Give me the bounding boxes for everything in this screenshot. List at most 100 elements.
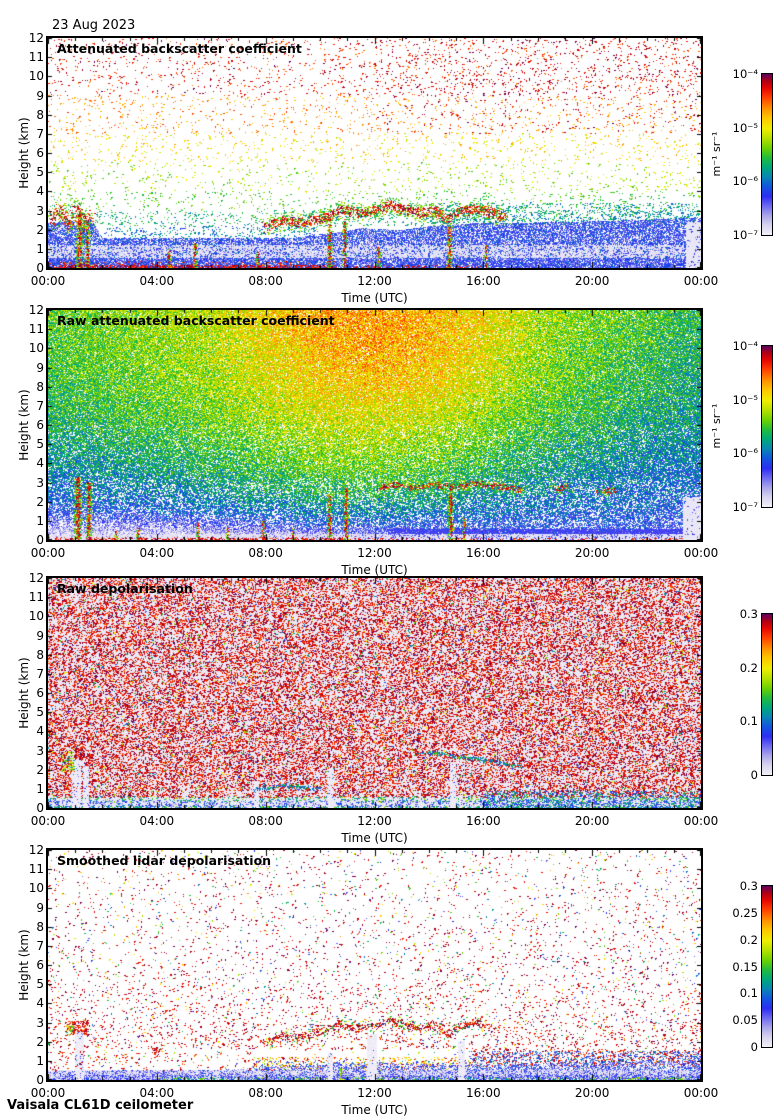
panel-4-ytick: 6 (36, 958, 44, 972)
panel-4-xtick: 16:00 (466, 1086, 501, 1100)
panel-2-colorbar-tick: 10⁻⁵ (732, 392, 758, 407)
panel-3-plot-frame (46, 576, 703, 810)
panel-3-ytick: 7 (36, 666, 44, 681)
panel-3-x-axis-label: Time (UTC) (341, 831, 408, 845)
panel-2-ytick: 8 (36, 379, 44, 394)
panel-3-ytick: 2 (36, 762, 44, 777)
panel-2-plot-frame (46, 308, 703, 542)
panel-4-colorbar (761, 885, 773, 1048)
panel-1-ytick: 8 (36, 107, 44, 122)
panel-4-ytick: 8 (36, 919, 44, 934)
panel-2-xtick: 20:00 (574, 546, 610, 560)
panel-4-y-axis-label: Height (km) (17, 929, 31, 1001)
panel-4-colorbar-tick: 0.2 (739, 932, 758, 947)
panel-4-xtick: 04:00 (139, 1086, 175, 1100)
panel-4-colorbar-tick: 0.1 (739, 986, 758, 1001)
panel-3-ytick: 0 (36, 801, 44, 815)
panel-2-xtick: 12:00 (357, 546, 392, 560)
panel-2-xtick: 00:00 (30, 546, 66, 560)
panel-1-xtick: 20:00 (574, 274, 610, 288)
panel-4-plot-frame (46, 848, 703, 1082)
panel-3-ytick: 9 (36, 628, 44, 643)
panel-2-ytick: 2 (36, 494, 44, 509)
panel-4-xtick: 08:00 (248, 1086, 283, 1100)
panel-4-xtick: 00:00 (683, 1086, 719, 1100)
panel-2-ytick: 1 (36, 513, 44, 528)
panel-2-xtick: 00:00 (683, 546, 719, 560)
panel-2-x-axis-label: Time (UTC) (341, 563, 408, 577)
panel-3-xtick: 08:00 (248, 814, 283, 828)
panel-3-ytick: 10 (28, 609, 44, 624)
panel-4-ytick: 1 (36, 1053, 44, 1068)
panel-3-xtick: 00:00 (30, 814, 66, 828)
panel-2-colorbar (761, 345, 773, 508)
panel-3-xtick: 20:00 (574, 814, 610, 828)
panel-2-y-axis-label: Height (km) (17, 389, 31, 461)
panel-4-ytick: 3 (36, 1015, 44, 1030)
panel-1-colorbar-tick: 10⁻⁴ (732, 67, 758, 81)
panel-1-colorbar-tick: 10⁻⁵ (732, 120, 758, 135)
panel-1-xtick: 04:00 (139, 274, 175, 288)
panel-4-ytick: 5 (36, 977, 44, 992)
panel-2-colorbar-unit: m⁻¹ sr⁻¹ (710, 403, 723, 448)
instrument-label: Vaisala CL61D ceilometer (7, 1098, 194, 1113)
panel-1-ytick: 10 (28, 69, 44, 84)
panel-3-ytick: 12 (28, 571, 44, 585)
panel-3-title: Raw depolarisation (57, 581, 193, 596)
panel-1-ytick: 6 (36, 146, 44, 160)
panel-1-colorbar-tick: 10⁻⁶ (732, 174, 758, 189)
panel-3-colorbar-tick: 0 (750, 768, 758, 782)
panel-4-ytick: 4 (36, 996, 44, 1011)
panel-4-ytick: 11 (28, 862, 44, 877)
panel-1-xtick: 00:00 (683, 274, 719, 288)
panel-4-colorbar-tick: 0.25 (732, 905, 758, 920)
panel-1-xtick: 08:00 (248, 274, 283, 288)
date-label: 23 Aug 2023 (52, 18, 136, 33)
panel-3-colorbar-tick: 0.3 (739, 607, 758, 621)
panel-3-colorbar-tick: 0.1 (739, 714, 758, 729)
panel-4-ytick: 12 (28, 843, 44, 857)
panel-2-xtick: 04:00 (139, 546, 175, 560)
panel-3-xtick: 00:00 (683, 814, 719, 828)
panel-4-ytick: 10 (28, 881, 44, 896)
panel-4-xtick: 20:00 (574, 1086, 610, 1100)
panel-2-colorbar-tick: 10⁻⁷ (732, 500, 758, 514)
panel-4-x-axis-label: Time (UTC) (341, 1103, 408, 1117)
panel-1-ytick: 7 (36, 126, 44, 141)
panel-1-ytick: 5 (36, 165, 44, 180)
panel-1-ytick: 4 (36, 184, 44, 199)
panel-1-xtick: 12:00 (357, 274, 392, 288)
panel-3-colorbar (761, 613, 773, 776)
panel-3-ytick: 5 (36, 705, 44, 720)
panel-2-ytick: 0 (36, 533, 44, 547)
panel-1-title: Attenuated backscatter coefficient (57, 41, 302, 56)
panel-1-plot-frame (46, 36, 703, 270)
panel-3-ytick: 8 (36, 647, 44, 662)
panel-2-ytick: 5 (36, 437, 44, 452)
panel-2-xtick: 16:00 (466, 546, 501, 560)
panel-1-ytick: 9 (36, 88, 44, 103)
panel-4-heatmap-canvas (48, 850, 701, 1080)
panel-1-ytick: 2 (36, 222, 44, 237)
panel-4-colorbar-tick: 0.3 (739, 879, 758, 893)
panel-4-ytick: 7 (36, 938, 44, 953)
panel-4-ytick: 0 (36, 1073, 44, 1087)
panel-4-xtick: 00:00 (30, 1086, 66, 1100)
panel-2-ytick: 7 (36, 398, 44, 413)
panel-4-title: Smoothed lidar depolarisation (57, 853, 272, 868)
panel-2-colorbar-tick: 10⁻⁴ (732, 339, 758, 353)
panel-1-xtick: 16:00 (466, 274, 501, 288)
panel-4-colorbar-tick: 0.05 (732, 1013, 758, 1028)
panel-2-ytick: 3 (36, 475, 44, 490)
panel-2-colorbar-tick: 10⁻⁶ (732, 446, 758, 461)
panel-2-ytick: 4 (36, 456, 44, 471)
panel-3-xtick: 12:00 (357, 814, 392, 828)
panel-3-ytick: 4 (36, 724, 44, 739)
panel-2-title: Raw attenuated backscatter coefficient (57, 313, 335, 328)
panel-3-xtick: 16:00 (466, 814, 501, 828)
panel-3-xtick: 04:00 (139, 814, 175, 828)
panel-3-colorbar-tick: 0.2 (739, 660, 758, 675)
panel-1-ytick: 11 (28, 50, 44, 65)
panel-2-ytick: 10 (28, 341, 44, 356)
